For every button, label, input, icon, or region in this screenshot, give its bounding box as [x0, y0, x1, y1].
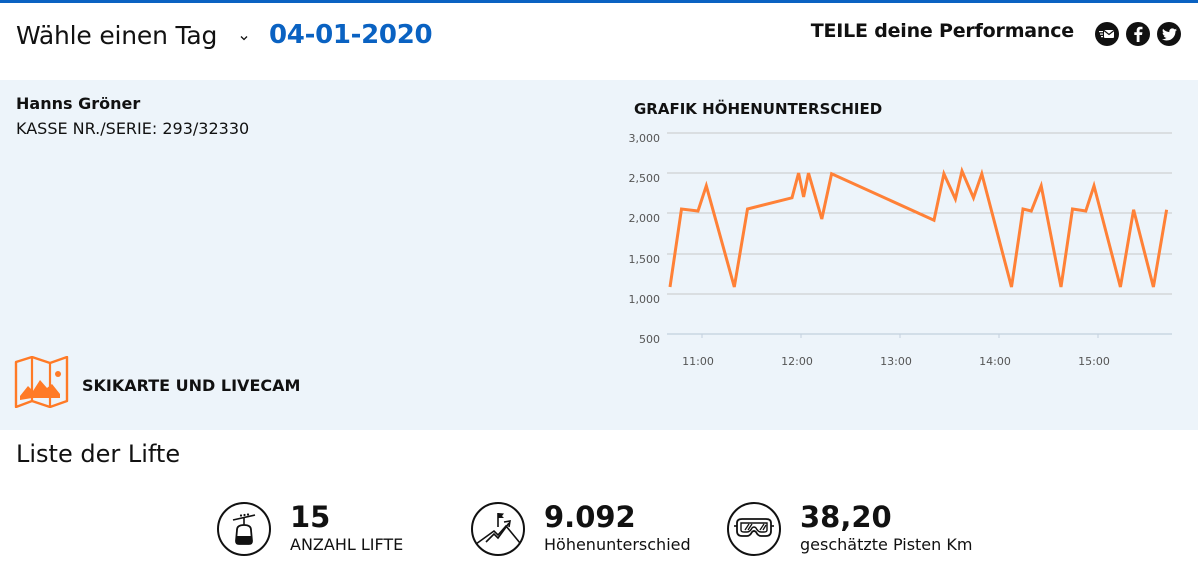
stat-elevation: 9.092 Höhenunterschied [471, 500, 691, 556]
stat-value: 15 [290, 500, 331, 534]
x-ticks [701, 334, 1099, 338]
stat-label: Höhenunterschied [544, 535, 691, 554]
svg-text:11:00: 11:00 [682, 355, 714, 368]
svg-text:2,000: 2,000 [629, 212, 661, 225]
stat-piste-km: 38,20 geschätzte Pisten Km [727, 500, 972, 556]
kasse-serial: KASSE NR./SERIE: 293/32330 [16, 119, 250, 138]
chart-title: GRAFIK HÖHENUNTERSCHIED [634, 100, 883, 118]
skimap-label: SKIKARTE UND LIVECAM [82, 375, 301, 395]
svg-text:1,000: 1,000 [629, 293, 661, 306]
map-icon [14, 356, 69, 408]
elevation-line [668, 166, 1169, 288]
performance-panel: Hanns Gröner KASSE NR./SERIE: 293/32330 … [0, 80, 1198, 430]
email-icon[interactable] [1095, 22, 1119, 46]
gondola-icon [217, 502, 271, 556]
skimap-livecam-link[interactable]: SKIKARTE UND LIVECAM [14, 356, 300, 408]
date-selector[interactable]: 04-01-2020 [269, 20, 433, 50]
day-select-label: Wähle einen Tag [16, 21, 218, 50]
facebook-icon[interactable] [1126, 22, 1150, 46]
svg-text:13:00: 13:00 [880, 355, 912, 368]
svg-text:1,500: 1,500 [629, 253, 661, 266]
lifts-list-title: Liste der Lifte [16, 440, 181, 468]
header: Wähle einen Tag 04-01-2020 TEILE deine P… [0, 3, 1198, 80]
stat-value: 9.092 [544, 500, 636, 534]
svg-text:12:00: 12:00 [781, 355, 813, 368]
x-tick-labels: 11:00 12:00 13:00 14:00 15:00 [682, 355, 1110, 368]
stat-lift-count: 15 ANZAHL LIFTE [217, 500, 403, 556]
share-icons [1095, 22, 1181, 46]
user-name: Hanns Gröner [16, 94, 141, 113]
svg-text:2,500: 2,500 [629, 172, 661, 185]
elevation-chart: 3,000 2,500 2,000 1,500 1,000 500 11:00 … [629, 132, 1172, 368]
svg-text:500: 500 [639, 333, 660, 346]
y-tick-labels: 3,000 2,500 2,000 1,500 1,000 500 [629, 132, 661, 346]
top-accent-bar [0, 0, 1198, 3]
chevron-down-icon[interactable] [239, 33, 249, 43]
svg-text:14:00: 14:00 [979, 355, 1011, 368]
stats-row: 15 ANZAHL LIFTE 9.092 Höhenunterschied [0, 500, 1198, 573]
svg-text:3,000: 3,000 [629, 132, 661, 145]
share-label: TEILE deine Performance [810, 20, 1075, 42]
svg-text:15:00: 15:00 [1078, 355, 1110, 368]
ski-goggles-icon [727, 502, 781, 556]
stat-label: geschätzte Pisten Km [800, 535, 973, 554]
mountain-climb-icon [471, 502, 525, 556]
twitter-icon[interactable] [1157, 22, 1181, 46]
stat-value: 38,20 [800, 500, 892, 534]
stat-label: ANZAHL LIFTE [290, 535, 404, 554]
